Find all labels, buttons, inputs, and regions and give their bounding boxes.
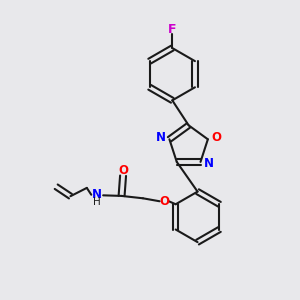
Text: N: N [156, 131, 166, 144]
Text: H: H [93, 197, 101, 207]
Text: O: O [212, 131, 222, 144]
Text: F: F [168, 23, 176, 36]
Text: N: N [204, 157, 214, 170]
Text: O: O [159, 195, 170, 208]
Text: O: O [118, 164, 128, 178]
Text: N: N [92, 188, 102, 201]
